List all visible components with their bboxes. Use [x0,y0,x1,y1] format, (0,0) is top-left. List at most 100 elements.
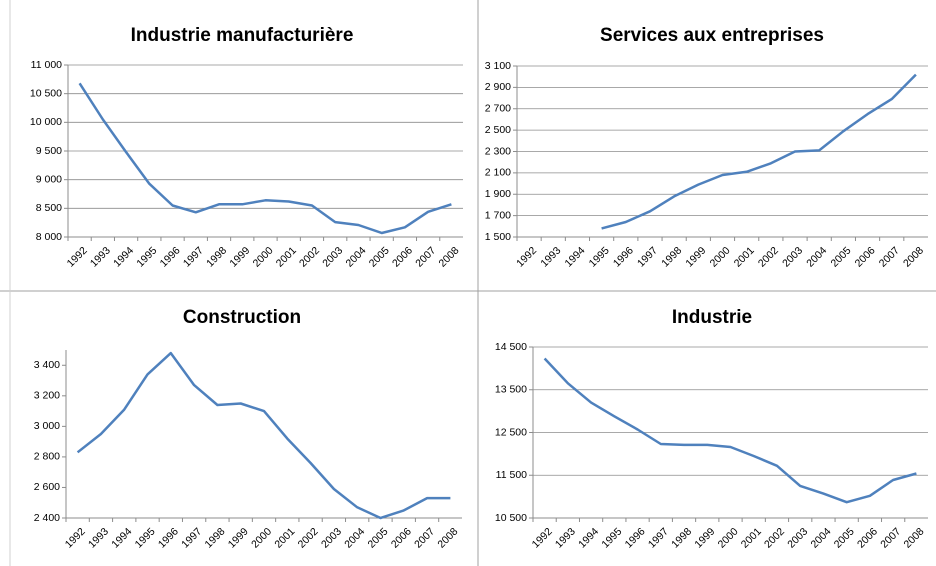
x-tick-label: 2008 [435,525,460,550]
x-tick-label: 1998 [659,244,684,269]
y-tick-label: 2 300 [485,145,511,157]
x-tick-label: 1995 [133,525,158,550]
line-series [78,82,452,235]
x-tick-label: 1997 [179,525,204,550]
x-tick-label: 2005 [366,525,391,550]
x-tick-label: 2002 [756,244,781,269]
x-tick-label: 1999 [226,525,251,550]
x-tick-label: 2003 [319,525,344,550]
chart-title: Industrie [672,307,752,328]
x-tick-label: 1993 [553,525,578,550]
x-tick-label: 2005 [828,244,853,269]
x-tick-label: 2000 [716,525,741,550]
x-tick-label: 2007 [878,525,903,550]
x-tick-label: 2004 [809,525,834,550]
x-tick-label: 2006 [853,244,878,269]
x-tick-label: 2003 [780,244,805,269]
y-tick-label: 13 500 [495,384,527,396]
x-tick-label: 1993 [538,244,563,269]
chart-title: Industrie manufacturière [131,25,354,46]
y-tick-label: 3 100 [485,60,511,72]
x-tick-label: 1992 [65,244,90,269]
x-tick-label: 2001 [274,244,299,269]
x-tick-label: 2002 [296,525,321,550]
x-tick-label: 2004 [804,244,829,269]
x-tick-label: 2001 [732,244,757,269]
x-tick-label: 1996 [156,525,181,550]
x-tick-label: 1999 [227,244,252,269]
y-tick-label: 2 100 [485,167,511,179]
y-tick-label: 11 000 [31,59,62,71]
y-tick-label: 1 700 [485,209,511,221]
x-tick-label: 1994 [111,244,136,269]
x-tick-label: 1996 [623,525,648,550]
x-tick-label: 2002 [297,244,322,269]
x-tick-label: 2008 [901,244,926,269]
x-tick-label: 1995 [587,244,612,269]
x-tick-label: 2007 [413,244,438,269]
x-tick-label: 1999 [692,525,717,550]
y-tick-label: 10 500 [495,512,527,524]
y-tick-label: 3 200 [34,390,60,402]
x-tick-label: 2006 [855,525,880,550]
x-tick-label: 1998 [202,525,227,550]
y-tick-label: 2 400 [34,512,60,524]
y-tick-label: 3 400 [34,359,60,371]
x-tick-label: 1996 [158,244,183,269]
x-tick-label: 1999 [683,244,708,269]
x-tick-label: 2003 [785,525,810,550]
x-tick-label: 2000 [249,525,274,550]
x-tick-label: 2002 [762,525,787,550]
x-tick-label: 2003 [320,244,345,269]
line-series [76,351,451,520]
x-tick-label: 2008 [901,525,926,550]
x-tick-label: 1992 [63,525,88,550]
x-tick-label: 1997 [646,525,671,550]
x-tick-label: 1992 [514,244,539,269]
x-tick-label: 2006 [390,244,415,269]
x-tick-label: 2008 [436,244,461,269]
x-tick-label: 1998 [669,525,694,550]
y-tick-label: 11 500 [496,469,527,481]
x-tick-label: 1996 [611,244,636,269]
x-tick-label: 1994 [576,525,601,550]
y-tick-label: 14 500 [495,341,527,353]
x-tick-label: 2004 [344,244,369,269]
y-tick-label: 2 500 [485,124,511,136]
x-tick-label: 1993 [88,244,113,269]
line-series [543,357,917,504]
chart-title: Services aux entreprises [600,25,824,46]
x-tick-label: 2001 [272,525,297,550]
x-tick-label: 1993 [86,525,111,550]
y-tick-label: 8 000 [36,231,62,243]
y-tick-label: 2 600 [34,481,60,493]
y-tick-label: 10 500 [30,87,62,99]
x-tick-label: 2000 [251,244,276,269]
x-tick-label: 2007 [412,525,437,550]
x-tick-label: 1995 [134,244,159,269]
y-tick-label: 9 500 [36,145,62,157]
y-tick-label: 3 000 [34,420,60,432]
x-tick-label: 1997 [181,244,206,269]
y-tick-label: 9 000 [36,173,62,185]
x-tick-label: 1998 [204,244,229,269]
x-tick-label: 2005 [832,525,857,550]
chart-title: Construction [183,307,301,328]
y-tick-label: 2 700 [485,103,511,115]
y-tick-label: 12 500 [495,426,527,438]
y-tick-label: 1 900 [485,188,511,200]
x-tick-label: 1994 [563,244,588,269]
y-tick-label: 1 500 [485,231,511,243]
x-tick-label: 2005 [367,244,392,269]
y-tick-label: 2 900 [485,81,511,93]
x-tick-label: 1997 [635,244,660,269]
x-tick-label: 1992 [530,525,555,550]
y-tick-label: 10 000 [30,116,62,128]
y-tick-label: 2 800 [34,451,60,463]
x-tick-label: 2007 [877,244,902,269]
x-tick-label: 2006 [389,525,414,550]
x-tick-label: 2000 [708,244,733,269]
line-series [601,73,917,230]
x-tick-label: 2001 [739,525,764,550]
